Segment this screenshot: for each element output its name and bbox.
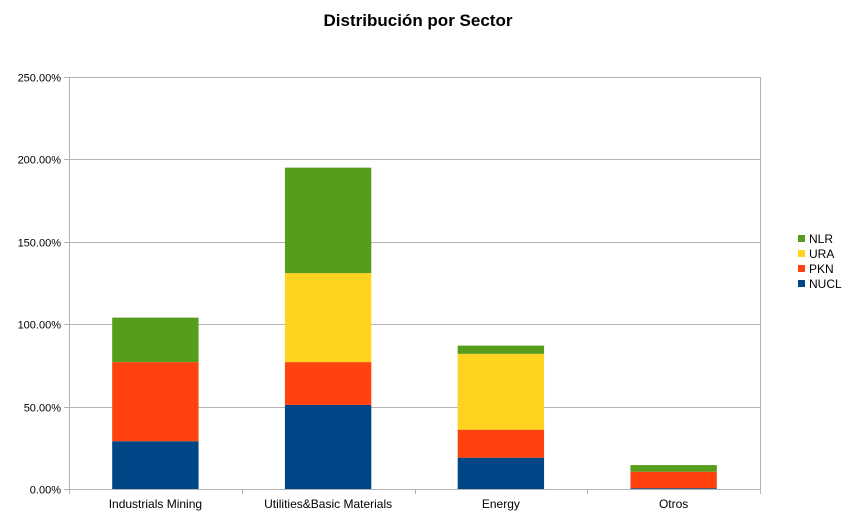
bar-nlr-1: [112, 317, 199, 363]
bar-pkn-4: [630, 471, 717, 489]
legend-label-pkn: PKN: [809, 262, 834, 276]
legend-label-ura: URA: [809, 247, 834, 261]
legend-label-nucl: NUCL: [809, 277, 842, 291]
chart-title: Distribución por Sector: [323, 11, 513, 30]
bar-nlr-2: [284, 167, 372, 274]
y-tick-label: 200.00%: [18, 155, 62, 167]
grid-lines: [69, 77, 760, 490]
legend-swatch-pkn: [798, 265, 805, 272]
bar-nucl-2: [284, 404, 372, 489]
bar-nlr-4: [630, 465, 717, 472]
x-category-label: Utilities&Basic Materials: [264, 497, 392, 511]
y-tick-label: 50.00%: [24, 403, 62, 415]
bar-ura-2: [284, 273, 372, 363]
y-tick-label: 100.00%: [18, 320, 62, 332]
y-tick-label: 0.00%: [30, 485, 61, 497]
legend-label-nlr: NLR: [809, 232, 833, 246]
bar-nucl-4: [630, 488, 717, 489]
axes: 0.00% 50.00% 100.00% 150.00% 200.00% 250.00% I…: [18, 73, 761, 511]
bar-ura-3: [457, 353, 545, 430]
bar-pkn-3: [457, 429, 545, 458]
bar-nucl-3: [457, 457, 545, 489]
bar-pkn-2: [284, 362, 372, 405]
bar-pkn-1: [112, 362, 199, 442]
legend-swatch-nucl: [798, 280, 805, 287]
x-category-label: Otros: [659, 497, 688, 511]
legend-swatch-nlr: [798, 235, 805, 242]
y-tick-label: 250.00%: [18, 73, 62, 85]
bar-nlr-3: [457, 345, 545, 354]
legend-swatch-ura: [798, 250, 805, 257]
x-category-label: Energy: [482, 497, 520, 511]
bars: [112, 167, 717, 489]
x-category-label: Industrials Mining: [109, 497, 202, 511]
y-tick-label: 150.00%: [18, 238, 62, 250]
bar-nucl-1: [112, 441, 199, 489]
